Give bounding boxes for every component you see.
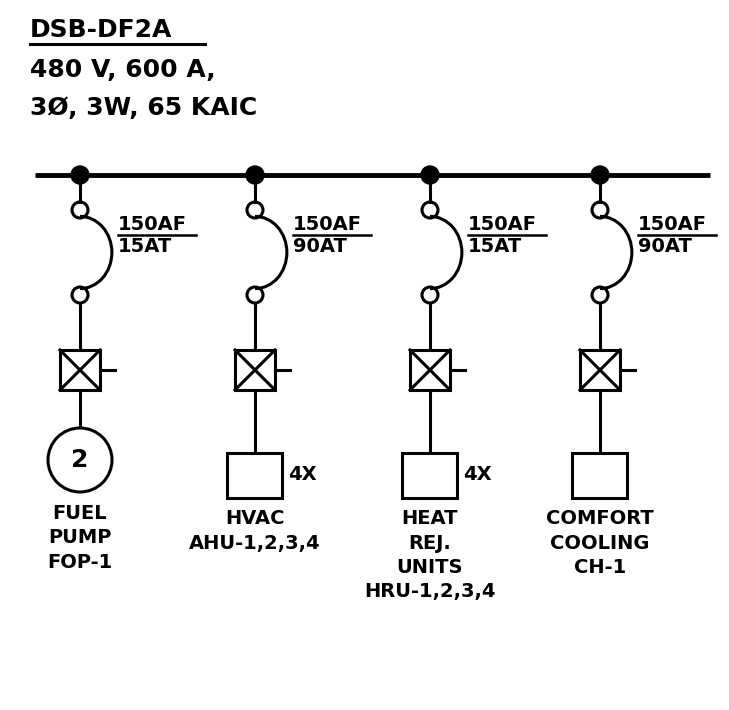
Bar: [235, 350, 275, 390]
Bar: [410, 350, 450, 390]
Circle shape: [421, 166, 439, 184]
Text: 480 V, 600 A,: 480 V, 600 A,: [30, 58, 216, 82]
Bar: [572, 452, 628, 498]
Text: 90AT: 90AT: [293, 238, 347, 256]
Text: 3Ø, 3W, 65 KAIC: 3Ø, 3W, 65 KAIC: [30, 96, 257, 120]
Circle shape: [591, 166, 609, 184]
Text: FUEL
PUMP
FOP-1: FUEL PUMP FOP-1: [47, 504, 112, 572]
Text: 90AT: 90AT: [638, 238, 692, 256]
Circle shape: [246, 166, 264, 184]
Text: 4X: 4X: [464, 466, 492, 484]
Circle shape: [71, 166, 89, 184]
Text: 4X: 4X: [289, 466, 317, 484]
Text: HEAT
REJ.
UNITS
HRU-1,2,3,4: HEAT REJ. UNITS HRU-1,2,3,4: [364, 510, 496, 601]
Text: COMFORT
COOLING
CH-1: COMFORT COOLING CH-1: [546, 510, 654, 577]
Bar: [227, 452, 283, 498]
Text: 150AF: 150AF: [293, 216, 362, 234]
Circle shape: [48, 428, 112, 492]
Text: 150AF: 150AF: [638, 216, 707, 234]
Text: 2: 2: [71, 448, 89, 472]
Text: HVAC
AHU-1,2,3,4: HVAC AHU-1,2,3,4: [190, 510, 321, 553]
Text: 150AF: 150AF: [118, 216, 187, 234]
Text: 15AT: 15AT: [468, 238, 522, 256]
Bar: [580, 350, 620, 390]
Text: 150AF: 150AF: [468, 216, 537, 234]
Bar: [60, 350, 100, 390]
Text: DSB-DF2A: DSB-DF2A: [30, 18, 172, 42]
Bar: [402, 452, 458, 498]
Text: 15AT: 15AT: [118, 238, 172, 256]
